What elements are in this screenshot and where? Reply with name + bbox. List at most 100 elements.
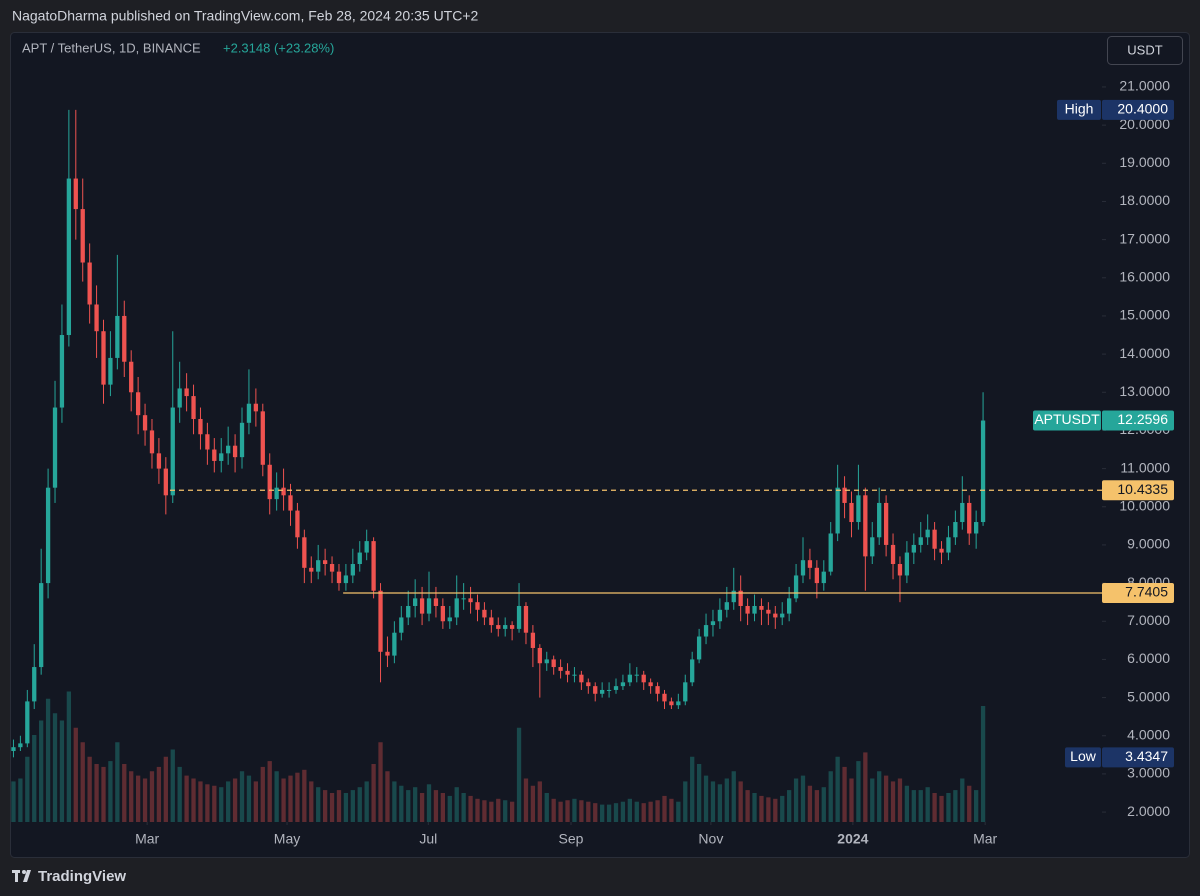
candle-body	[960, 502, 965, 523]
volume-bar	[579, 800, 584, 822]
candle-body	[787, 598, 792, 614]
candle-body	[267, 464, 272, 500]
candle-body	[253, 403, 259, 412]
candle-body	[835, 487, 840, 534]
candle-body	[25, 701, 30, 744]
candle-body	[73, 178, 78, 210]
volume-bar	[163, 756, 168, 822]
volume-bar	[212, 785, 217, 822]
y-tick-label: 21.0000	[1119, 78, 1170, 94]
volume-bar	[156, 766, 162, 822]
candle-body	[357, 552, 362, 565]
volume-bar	[219, 787, 224, 822]
candle-body	[170, 407, 175, 496]
candle-body	[468, 598, 473, 603]
candle-body	[814, 567, 820, 584]
candle-body	[419, 598, 425, 614]
y-tick-label: 10.0000	[1119, 497, 1170, 513]
candle-body	[447, 617, 452, 622]
candle-body	[613, 686, 619, 690]
currency-label[interactable]: USDT	[1127, 42, 1162, 57]
candle-body	[939, 548, 944, 553]
volume-bar	[52, 713, 58, 822]
volume-bar	[780, 795, 785, 822]
candle-body	[329, 564, 335, 572]
volume-bar	[662, 795, 667, 822]
volume-bar	[890, 781, 896, 822]
candle-body	[807, 560, 813, 568]
candle-body	[281, 487, 286, 496]
volume-bar	[724, 778, 729, 822]
candle-body	[18, 743, 23, 748]
volume-bar	[877, 771, 882, 822]
badge-name-bg	[1033, 410, 1101, 431]
candle-body	[911, 544, 916, 553]
volume-bar	[800, 775, 806, 822]
candle-body	[142, 415, 148, 431]
candle-body	[260, 411, 265, 465]
candle-body	[627, 674, 633, 683]
price-line-label: 7.7405	[1125, 584, 1168, 600]
volume-bar	[593, 803, 598, 822]
candle-body	[39, 583, 44, 668]
currency-button[interactable]	[1107, 36, 1183, 65]
candle-body	[780, 613, 785, 618]
candle-body	[482, 609, 487, 618]
volume-bar	[523, 778, 529, 822]
candle-body	[503, 625, 508, 629]
candle-body	[738, 590, 743, 606]
y-tick-label: 14.0000	[1119, 345, 1170, 361]
y-tick-label: 17.0000	[1119, 230, 1170, 246]
volume-bar	[149, 771, 155, 822]
y-tick-label: 5.0000	[1127, 688, 1170, 704]
candle-body	[648, 682, 653, 687]
candle-body	[572, 674, 577, 676]
candle-body	[634, 674, 639, 676]
badge-value-bg	[1102, 747, 1174, 768]
volume-bar	[11, 781, 16, 822]
x-tick-label: Mar	[135, 831, 159, 847]
badge-value: 20.4000	[1117, 101, 1168, 117]
candle-body	[108, 357, 113, 385]
candle-body	[600, 689, 605, 694]
logo-part	[22, 870, 26, 874]
volume-bar	[918, 790, 923, 822]
candle-body	[101, 331, 106, 385]
candle-body	[766, 609, 771, 614]
volume-bar	[849, 778, 854, 822]
volume-bar	[620, 801, 626, 822]
candle-body	[433, 598, 439, 606]
volume-bar	[45, 698, 51, 822]
candle-body	[856, 495, 861, 523]
candle-body	[558, 667, 563, 671]
volume-bar	[87, 756, 92, 822]
candle-body	[87, 262, 92, 305]
volume-bar	[842, 766, 847, 822]
x-tick-label: Jul	[419, 831, 437, 847]
x-tick-label: Nov	[698, 831, 723, 847]
candle-body	[274, 487, 279, 500]
candle-body	[496, 625, 501, 629]
volume-bar	[717, 784, 723, 822]
volume-bar	[980, 706, 986, 822]
candle-body	[11, 747, 16, 752]
volume-bar	[911, 790, 916, 822]
volume-bar	[669, 798, 674, 822]
volume-bar	[475, 798, 480, 822]
volume-bar	[267, 761, 272, 822]
candle-body	[32, 667, 37, 702]
candle-body	[593, 686, 598, 694]
volume-bar	[468, 795, 473, 822]
candle-body	[177, 388, 182, 408]
candle-body	[530, 632, 536, 648]
badge-name: High	[1065, 101, 1094, 117]
candle-body	[870, 537, 875, 557]
candle-body	[946, 537, 951, 553]
volume-bar	[399, 785, 404, 822]
candle-body	[149, 430, 155, 454]
candle-body	[918, 537, 923, 545]
symbol-title: APT / TetherUS, 1D, BINANCE	[22, 40, 201, 55]
candle-body	[385, 651, 390, 656]
candle-body	[641, 674, 646, 683]
volume-bar	[600, 804, 605, 822]
